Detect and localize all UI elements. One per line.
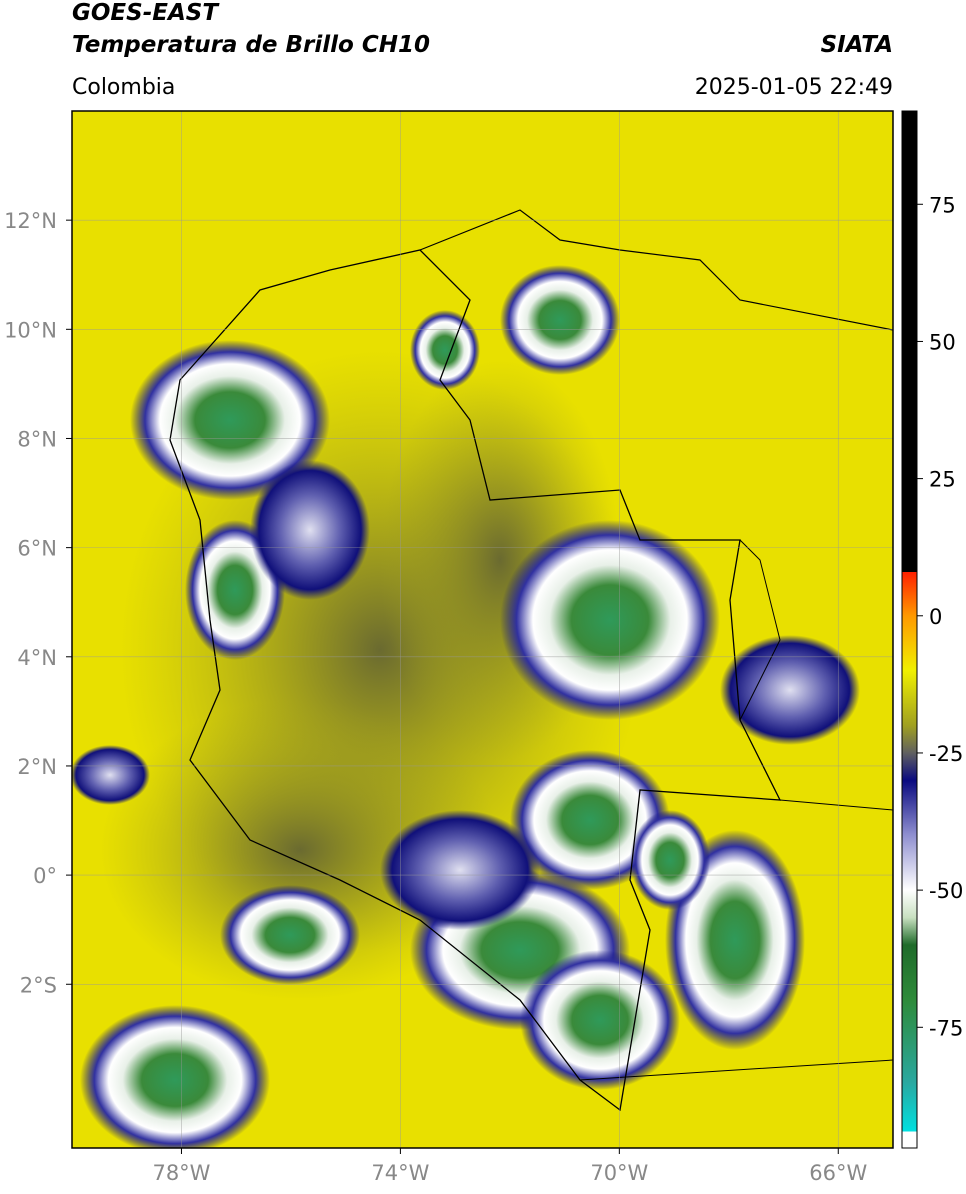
colorbar-tick-label: 25	[929, 468, 956, 492]
colorbar-tick-label: 75	[929, 193, 956, 217]
lon-tick-label: 74°W	[371, 1161, 429, 1185]
lon-tick-label: 66°W	[809, 1161, 867, 1185]
colorbar-tick-label: -25	[929, 742, 963, 766]
lat-tick-label: 0°	[33, 864, 57, 888]
satellite-image	[72, 111, 893, 1148]
lat-tick-label: 10°N	[4, 318, 57, 342]
lat-tick-label: 2°N	[17, 755, 57, 779]
product: Temperatura de Brillo CH10	[72, 32, 430, 58]
map-frame	[71, 110, 894, 1149]
colorbar-tick-label: -50	[929, 879, 963, 903]
source: SIATA	[821, 32, 893, 58]
lat-tick-label: 6°N	[17, 537, 57, 561]
lat-tick-label: 12°N	[4, 209, 57, 233]
lat-tick-label: 2°S	[20, 973, 57, 997]
colorbar-tick-label: 0	[929, 605, 942, 629]
lat-tick-label: 4°N	[17, 646, 57, 670]
colorbar-tick-label: 50	[929, 330, 956, 354]
colorbar	[901, 110, 918, 1149]
lon-tick-label: 70°W	[590, 1161, 648, 1185]
satellite: GOES-EAST	[72, 0, 220, 26]
colorbar-tick-label: -75	[929, 1016, 963, 1040]
datetime: 2025-01-05 22:49	[695, 75, 893, 100]
region: Colombia	[72, 75, 175, 100]
lon-tick-label: 78°W	[152, 1161, 210, 1185]
lat-tick-label: 8°N	[17, 427, 57, 451]
